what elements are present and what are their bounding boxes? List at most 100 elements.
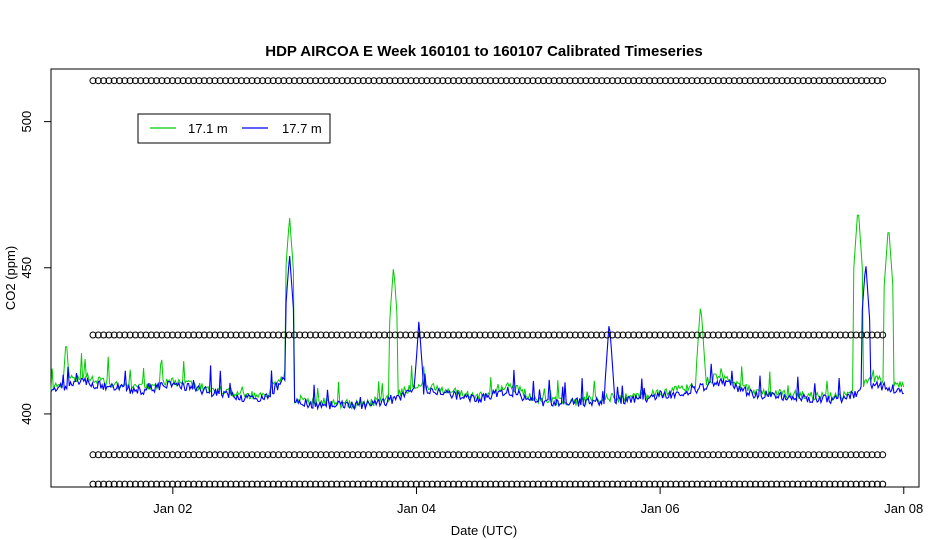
reference-marker-376 (142, 480, 150, 488)
reference-marker-376 (381, 480, 388, 488)
reference-marker-376 (211, 480, 219, 488)
reference-marker-386 (227, 451, 235, 459)
reference-marker-376 (677, 480, 685, 488)
reference-marker-376 (725, 480, 733, 488)
reference-marker-386 (259, 451, 267, 459)
reference-marker-514 (656, 77, 664, 85)
reference-marker-514 (248, 77, 256, 85)
reference-marker-514 (805, 77, 812, 85)
reference-marker-427 (593, 331, 600, 339)
reference-marker-514 (195, 77, 203, 85)
reference-marker-427 (646, 331, 653, 339)
reference-marker-386 (290, 451, 298, 459)
reference-marker-427 (640, 331, 648, 339)
reference-marker-386 (672, 451, 680, 459)
reference-marker-427 (709, 331, 717, 339)
reference-marker-514 (455, 77, 463, 85)
reference-marker-514 (598, 77, 606, 85)
reference-marker-376 (826, 480, 834, 488)
reference-marker-386 (873, 451, 881, 459)
reference-marker-386 (550, 451, 558, 459)
reference-marker-427 (222, 331, 229, 339)
reference-marker-376 (402, 480, 410, 488)
reference-marker-376 (746, 480, 754, 488)
reference-marker-376 (842, 480, 850, 488)
reference-marker-514 (497, 77, 505, 85)
reference-marker-376 (736, 480, 744, 488)
reference-marker-514 (253, 77, 261, 85)
reference-marker-514 (434, 77, 441, 85)
reference-marker-376 (259, 480, 267, 488)
reference-marker-514 (487, 77, 494, 85)
reference-marker-386 (116, 451, 123, 459)
reference-marker-386 (635, 451, 643, 459)
reference-marker-514 (815, 77, 823, 85)
reference-marker-376 (810, 480, 818, 488)
reference-marker-427 (471, 331, 479, 339)
reference-marker-386 (449, 451, 457, 459)
reference-marker-514 (667, 77, 675, 85)
reference-marker-514 (635, 77, 643, 85)
reference-marker-514 (407, 77, 415, 85)
reference-marker-427 (608, 331, 616, 339)
reference-marker-376 (783, 480, 791, 488)
reference-marker-427 (338, 331, 346, 339)
reference-marker-386 (508, 451, 516, 459)
reference-marker-427 (868, 331, 876, 339)
reference-marker-514 (126, 77, 134, 85)
reference-marker-514 (513, 77, 521, 85)
reference-marker-376 (423, 480, 431, 488)
reference-marker-386 (434, 451, 441, 459)
reference-marker-376 (343, 480, 351, 488)
legend-label-17-7m: 17.7 m (282, 121, 322, 136)
reference-marker-376 (391, 480, 399, 488)
reference-marker-376 (269, 480, 277, 488)
reference-marker-427 (720, 331, 728, 339)
reference-marker-386 (455, 451, 463, 459)
reference-marker-386 (709, 451, 717, 459)
reference-marker-514 (264, 77, 272, 85)
reference-marker-427 (359, 331, 367, 339)
reference-marker-427 (131, 331, 139, 339)
reference-marker-427 (89, 331, 97, 339)
reference-marker-386 (757, 451, 765, 459)
reference-marker-514 (646, 77, 653, 85)
reference-marker-427 (566, 331, 574, 339)
reference-marker-427 (184, 331, 192, 339)
reference-marker-514 (184, 77, 192, 85)
reference-marker-386 (836, 451, 844, 459)
reference-marker-427 (836, 331, 844, 339)
reference-marker-386 (667, 451, 675, 459)
reference-marker-427 (449, 331, 457, 339)
reference-marker-376 (465, 480, 473, 488)
reference-marker-386 (783, 451, 791, 459)
reference-marker-514 (794, 77, 802, 85)
reference-marker-386 (402, 451, 410, 459)
reference-marker-514 (550, 77, 558, 85)
reference-marker-427 (778, 331, 786, 339)
reference-marker-427 (688, 331, 696, 339)
reference-marker-514 (752, 77, 759, 85)
reference-marker-386 (418, 451, 426, 459)
reference-marker-376 (116, 480, 123, 488)
reference-marker-427 (285, 331, 293, 339)
reference-marker-386 (137, 451, 145, 459)
reference-marker-427 (444, 331, 452, 339)
reference-marker-376 (275, 480, 282, 488)
reference-marker-386 (725, 451, 733, 459)
reference-marker-386 (211, 451, 219, 459)
reference-marker-386 (831, 451, 839, 459)
reference-marker-376 (137, 480, 145, 488)
reference-marker-514 (174, 77, 182, 85)
reference-marker-376 (476, 480, 484, 488)
reference-marker-376 (418, 480, 426, 488)
reference-marker-514 (720, 77, 728, 85)
reference-marker-376 (147, 480, 155, 488)
reference-marker-427 (529, 331, 537, 339)
reference-marker-514 (476, 77, 484, 85)
reference-marker-427 (518, 331, 526, 339)
reference-marker-514 (121, 77, 129, 85)
reference-marker-376 (306, 480, 314, 488)
reference-marker-514 (359, 77, 367, 85)
reference-marker-427 (545, 331, 553, 339)
